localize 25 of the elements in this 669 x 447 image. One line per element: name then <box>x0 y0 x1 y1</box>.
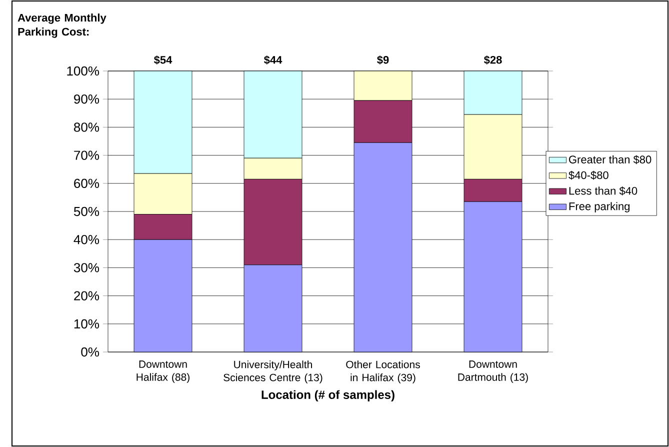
y-tick-label: 40% <box>74 234 100 244</box>
y-tick-label: 100% <box>67 66 100 76</box>
legend-label: $40-$80 <box>568 170 608 180</box>
annotation: $9 <box>377 55 389 64</box>
annotation: $54 <box>154 55 172 64</box>
y-tick-label: 30% <box>74 263 100 272</box>
y-tick-label: 70% <box>74 150 100 160</box>
y-tick-label: 0% <box>81 347 100 357</box>
y-tick-label: 50% <box>74 206 100 216</box>
y-tick-label: 90% <box>74 94 100 104</box>
y-tick-label: 20% <box>74 291 100 300</box>
x-axis-title: Location (# of samples) <box>262 390 394 402</box>
x-tick-label: University/Health Sciences Centre (13) <box>224 360 322 384</box>
x-tick-label: Other Locations in Halifax (39) <box>346 360 420 384</box>
x-tick-label: Downtown Halifax (88) <box>136 360 190 383</box>
y-tick-label: 10% <box>74 319 100 328</box>
legend-label: Free parking <box>569 202 630 212</box>
x-tick-label: Downtown Dartmouth (13) <box>458 360 528 383</box>
legend-label: Greater than $80 <box>569 155 652 164</box>
annotation: $28 <box>484 55 502 64</box>
y-tick-label: 80% <box>74 122 100 132</box>
legend-label: Less than $40 <box>569 186 638 196</box>
y-tick-label: 60% <box>74 178 100 188</box>
chart-title: Average Monthly Parking Cost: <box>18 14 106 38</box>
annotation: $44 <box>264 55 282 64</box>
